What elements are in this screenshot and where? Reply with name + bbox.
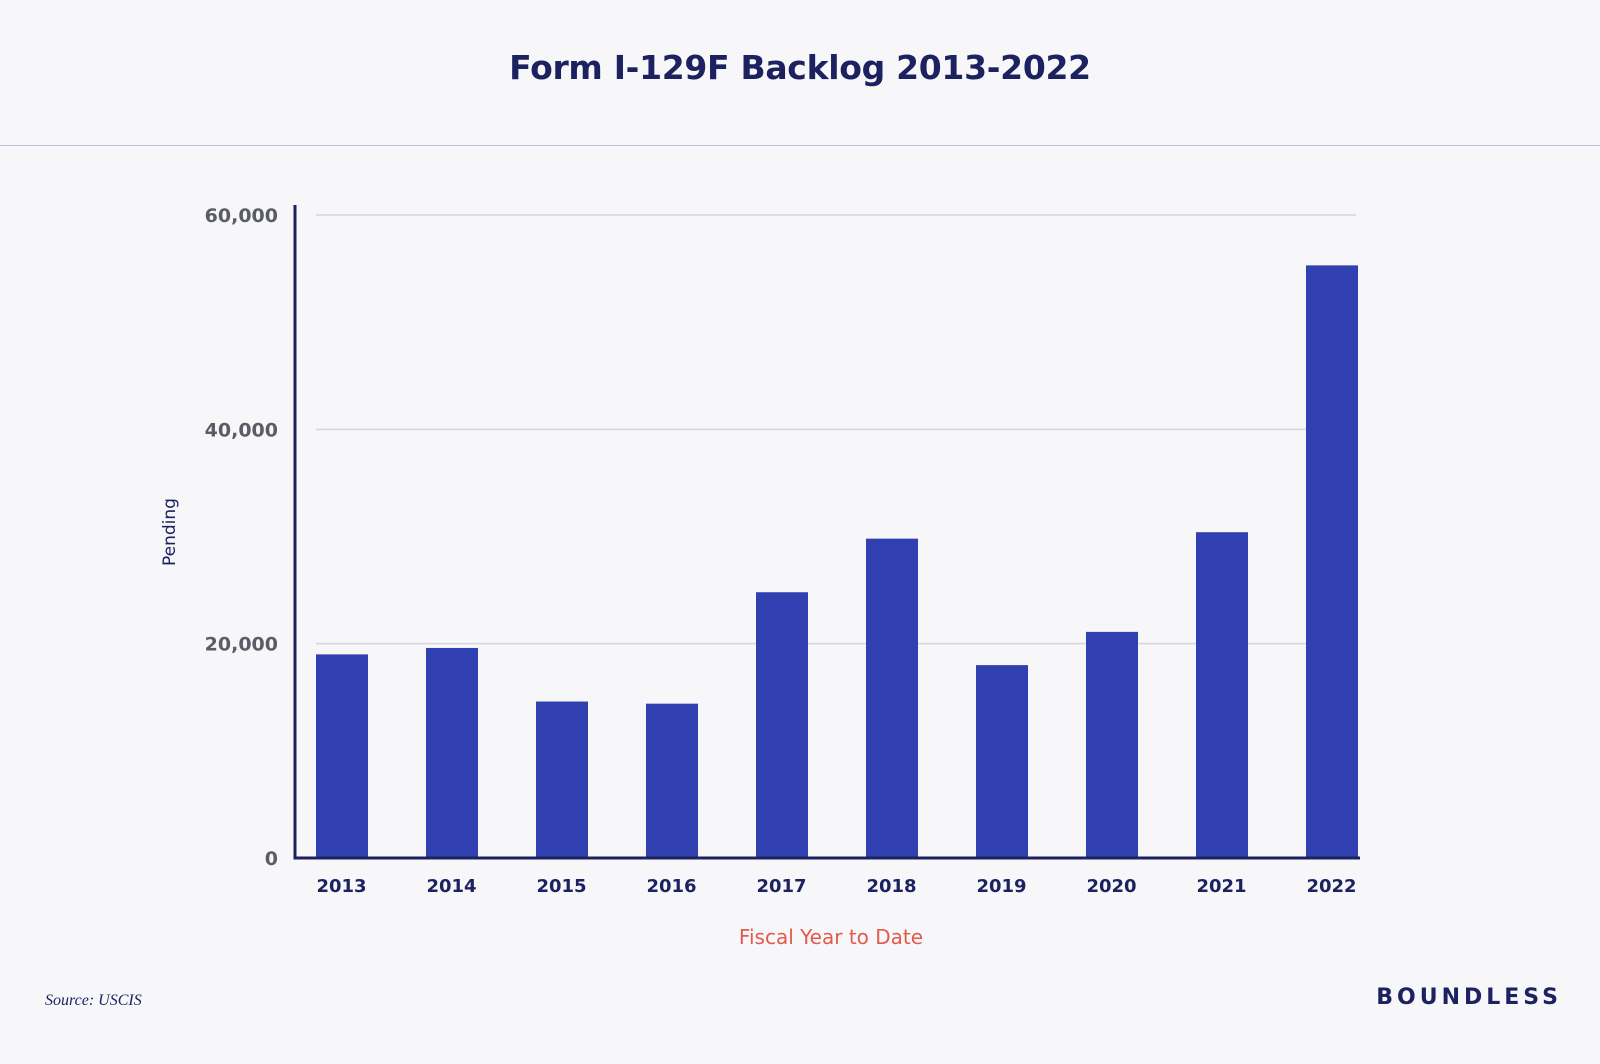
brand-logo: BOUNDLESS xyxy=(1376,985,1562,1010)
y-tick-labels: 0 20,000 40,000 60,000 xyxy=(205,205,278,870)
axes xyxy=(293,205,1360,860)
x-tick-labels: 2013 2014 2015 2016 2017 2018 2019 2020 2021 2022 xyxy=(316,876,1356,897)
bar-2016 xyxy=(646,703,698,858)
y-tick-label: 0 xyxy=(265,848,278,870)
bars xyxy=(316,265,1358,858)
bar-2015 xyxy=(536,701,588,858)
bar-2021 xyxy=(1196,532,1248,858)
x-tick-label: 2016 xyxy=(646,876,696,897)
x-tick-label: 2020 xyxy=(1086,876,1136,897)
y-tick-label: 60,000 xyxy=(205,205,278,227)
gridlines xyxy=(316,214,1356,645)
x-axis-label: Fiscal Year to Date xyxy=(739,925,923,949)
bar-2022 xyxy=(1306,265,1358,858)
bar-2017 xyxy=(756,592,808,858)
y-tick-label: 20,000 xyxy=(205,634,278,656)
x-tick-label: 2019 xyxy=(976,876,1026,897)
x-tick-label: 2015 xyxy=(536,876,586,897)
x-tick-label: 2013 xyxy=(316,876,366,897)
x-tick-label: 2022 xyxy=(1306,876,1356,897)
y-axis-label: Pending xyxy=(160,498,180,566)
bar-2020 xyxy=(1086,631,1138,858)
x-tick-label: 2018 xyxy=(866,876,916,897)
x-tick-label: 2014 xyxy=(426,876,476,897)
source-note: Source: USCIS xyxy=(45,992,142,1009)
bar-2014 xyxy=(426,647,478,858)
bar-2013 xyxy=(316,654,368,858)
bar-2019 xyxy=(976,665,1028,858)
bar-2018 xyxy=(866,538,918,858)
header-band: Form I-129F Backlog 2013-2022 xyxy=(0,0,1600,146)
x-tick-label: 2017 xyxy=(756,876,806,897)
x-tick-label: 2021 xyxy=(1196,876,1246,897)
y-tick-label: 40,000 xyxy=(205,419,278,441)
chart-title: Form I-129F Backlog 2013-2022 xyxy=(509,48,1091,87)
